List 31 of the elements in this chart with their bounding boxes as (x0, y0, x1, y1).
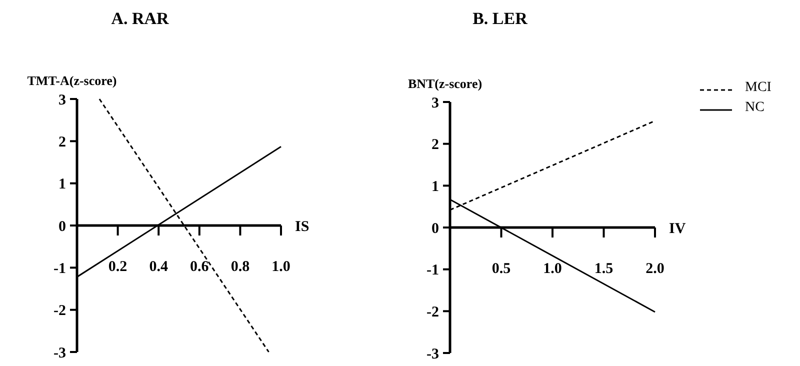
x-tick-label: 0.5 (492, 260, 511, 277)
legend-label: MCI (745, 80, 772, 95)
y-tick-label: 3 (432, 95, 439, 112)
x-tick-label: 1.5 (594, 260, 614, 277)
x-tick-label: 0.4 (149, 258, 168, 275)
y-axis-title: TMT-A(z-score) (27, 73, 117, 88)
y-tick-label: 0 (432, 220, 439, 237)
chart-title: A. RAR (111, 9, 170, 28)
y-tick-label: 2 (432, 137, 439, 154)
y-tick-label: -2 (54, 303, 66, 320)
y-tick-label: -1 (426, 262, 439, 279)
x-tick-label: 0.8 (230, 258, 250, 275)
y-tick-label: 3 (58, 92, 66, 108)
x-tick-label: 1.0 (272, 258, 290, 275)
x-axis-title: IS (295, 218, 310, 235)
y-axis-title: BNT(z-score) (408, 76, 482, 91)
x-axis-title: IV (669, 220, 686, 237)
x-tick-label: 2.0 (646, 260, 664, 277)
y-tick-label: 1 (58, 176, 66, 193)
chart-title: B. LER (472, 9, 528, 28)
y-tick-label: -2 (426, 304, 439, 320)
y-tick-label: 2 (58, 134, 66, 150)
x-tick-label: 0.2 (108, 258, 128, 275)
y-tick-label: 0 (58, 218, 66, 235)
x-tick-label: 0.6 (190, 258, 210, 275)
y-tick-label: -1 (54, 260, 66, 277)
y-tick-label: 1 (432, 178, 439, 195)
y-tick-label: -3 (54, 345, 66, 362)
legend-label: NC (745, 100, 764, 115)
y-tick-label: -3 (426, 346, 439, 362)
x-tick-label: 1.0 (543, 260, 562, 277)
